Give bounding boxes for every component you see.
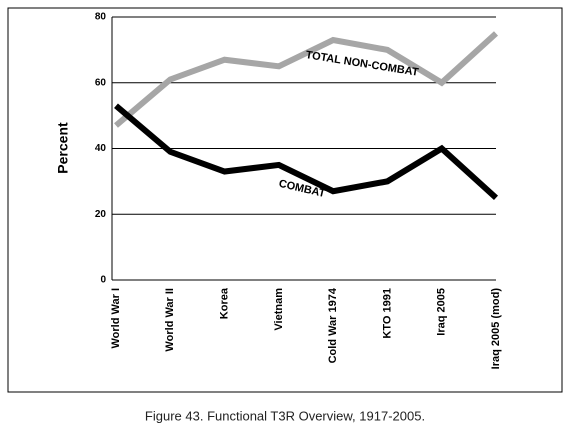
y-tick-label: 60	[95, 77, 107, 88]
x-tick-label: Iraq 2005 (mod)	[490, 288, 502, 370]
y-tick-label: 0	[100, 275, 106, 286]
series-line	[114, 31, 499, 128]
x-tick-label: Iraq 2005	[436, 288, 448, 336]
y-tick-label: 80	[95, 12, 107, 23]
frame	[7, 7, 563, 393]
x-tick-label: World War I	[110, 288, 122, 349]
series-label: TOTAL NON-COMBAT	[305, 49, 420, 79]
caption: Figure 43. Functional T3R Overview, 1917…	[145, 408, 425, 423]
x-tick-label: Korea	[218, 287, 230, 319]
y-axis-label: Percent	[55, 122, 71, 174]
x-tick-label: Cold War 1974	[327, 287, 339, 363]
x-tick-label: KTO 1991	[381, 288, 393, 339]
x-tick-label: Vietnam	[273, 288, 285, 331]
x-tick-label: World War II	[164, 288, 176, 352]
y-tick-label: 20	[95, 209, 107, 220]
series-line	[114, 103, 499, 201]
y-tick-label: 40	[95, 143, 107, 154]
series-label: COMBAT	[278, 178, 327, 200]
